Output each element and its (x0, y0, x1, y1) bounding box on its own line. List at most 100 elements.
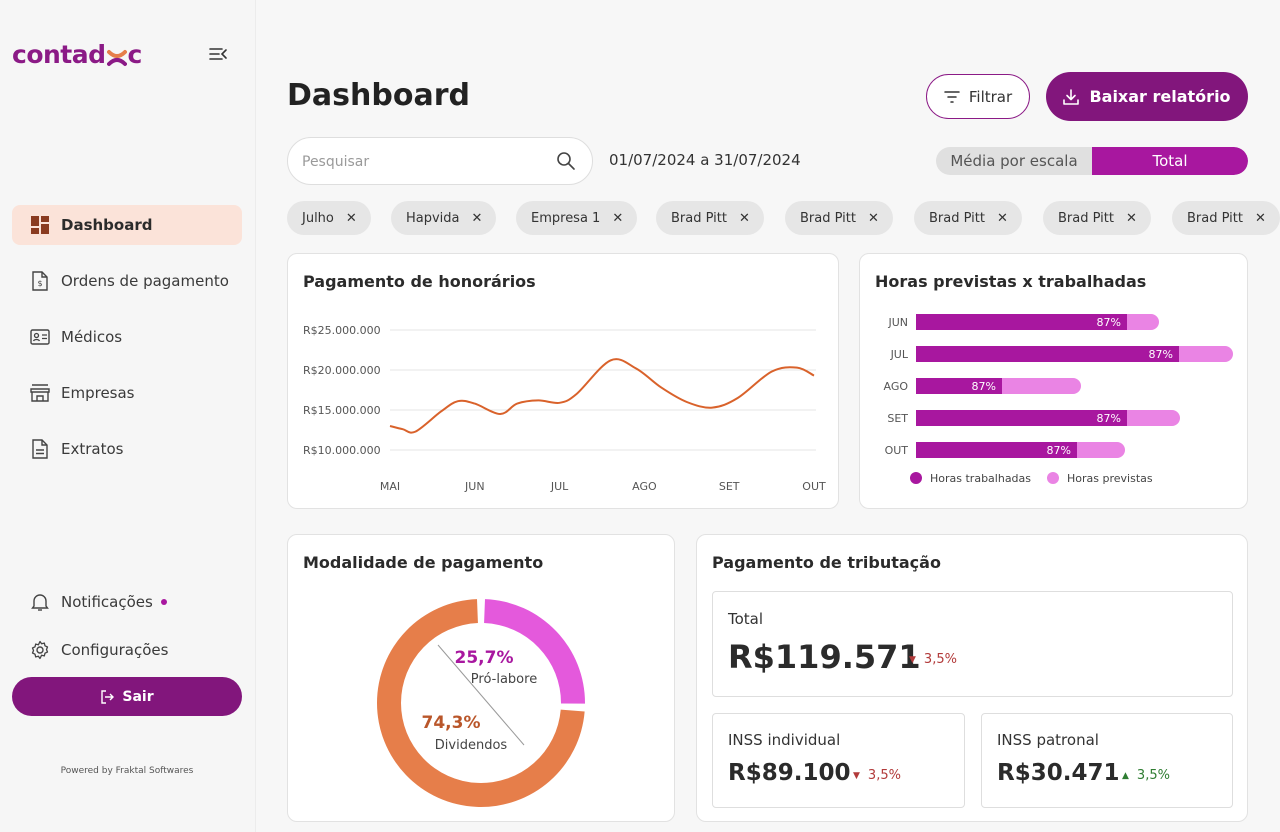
chip-label: Julho (302, 210, 334, 226)
divider-line (437, 644, 525, 746)
card-title: Pagamento de honorários (303, 272, 536, 291)
close-icon[interactable]: ✕ (867, 210, 879, 226)
bar-horas-trabalhadas (916, 410, 1127, 426)
card-title: Horas previstas x trabalhadas (875, 272, 1147, 291)
tax-total-value: R$119.571 (728, 638, 921, 676)
filter-chip[interactable]: Brad Pitt ✕ (1172, 201, 1280, 235)
download-label: Baixar relatório (1089, 87, 1231, 106)
close-icon[interactable]: ✕ (738, 210, 750, 226)
grid-icon (30, 215, 50, 235)
tax-total-label: Total (728, 610, 764, 628)
inss-patronal-label: INSS patronal (997, 731, 1099, 749)
category-label: SET (887, 412, 908, 425)
sidebar-item-extratos[interactable]: Extratos (12, 429, 242, 469)
inss-patronal-value: R$30.471 (997, 760, 1120, 786)
inss-individual-value: R$89.100 (728, 760, 851, 786)
legend-label: Horas trabalhadas (930, 472, 1031, 485)
id-card-icon (30, 327, 50, 347)
y-tick-label: R$10.000.000 (303, 444, 381, 457)
card-title: Pagamento de tributação (712, 553, 941, 572)
arrow-up-icon: ▲ (1122, 770, 1129, 781)
sidebar-item-dashboard[interactable]: Dashboard (12, 205, 242, 245)
close-icon[interactable]: ✕ (345, 210, 357, 226)
bottom-nav: Notificações Configurações (12, 582, 242, 678)
inss-patronal-card: INSS patronal R$30.471 ▲ 3,5% (981, 713, 1233, 808)
slice-value-label: 74,3% (422, 713, 481, 733)
search-box (287, 137, 593, 185)
close-icon[interactable]: ✕ (1125, 210, 1137, 226)
x-tick-label: SET (719, 480, 740, 493)
filter-chip[interactable]: Brad Pitt ✕ (785, 201, 893, 235)
sidebar-item-label: Médicos (61, 328, 123, 346)
filter-chip[interactable]: Brad Pitt ✕ (914, 201, 1022, 235)
date-range[interactable]: 01/07/2024 a 31/07/2024 (609, 151, 801, 169)
tax-total-card: Total R$119.571 ▼ 3,5% (712, 591, 1233, 697)
bar-horas-trabalhadas (916, 314, 1127, 330)
svg-text:$: $ (37, 279, 42, 288)
settings-button[interactable]: Configurações (12, 630, 242, 670)
sidebar-item-empresas[interactable]: Empresas (12, 373, 242, 413)
chip-label: Brad Pitt (800, 210, 856, 226)
arrow-down-icon: ▼ (909, 654, 916, 665)
x-tick-label: JUL (550, 480, 569, 493)
notifications-button[interactable]: Notificações (12, 582, 242, 622)
x-tick-label: AGO (632, 480, 657, 493)
search-input[interactable] (302, 151, 542, 173)
download-report-button[interactable]: Baixar relatório (1046, 72, 1248, 121)
delta-value: 3,5% (1136, 768, 1170, 783)
chip-label: Brad Pitt (1058, 210, 1114, 226)
toggle-total[interactable]: Total (1092, 147, 1248, 175)
y-tick-label: R$15.000.000 (303, 404, 381, 417)
card-title: Modalidade de pagamento (303, 553, 544, 572)
filter-chip[interactable]: Empresa 1 ✕ (516, 201, 638, 235)
logo-text-end: c (127, 40, 143, 69)
search-icon[interactable] (556, 151, 576, 175)
sidebar-item-label: Dashboard (61, 216, 153, 234)
logo-text: contad (12, 40, 106, 69)
sidebar-item-ordens-de-pagamento[interactable]: $ Ordens de pagamento (12, 261, 242, 301)
collapse-sidebar-icon[interactable] (208, 46, 232, 66)
chip-label: Brad Pitt (671, 210, 727, 226)
modality-donut-chart: 25,7% Pró-labore 74,3% Dividendos (377, 599, 585, 807)
bar-data-label: 87% (1097, 316, 1121, 329)
logo-mark-icon (106, 45, 127, 66)
filter-icon (944, 90, 960, 103)
inss-individual-card: INSS individual R$89.100 ▼ 3,5% (712, 713, 965, 808)
logout-button[interactable]: Sair (12, 677, 242, 716)
hours-bar-chart: JUN 87% JUL 87% AGO 87% SET 87% OUT 87% Horas trab… (883, 314, 1233, 485)
bar-horas-trabalhadas (916, 378, 1002, 394)
chip-label: Brad Pitt (1187, 210, 1243, 226)
close-icon[interactable]: ✕ (996, 210, 1008, 226)
y-tick-label: R$25.000.000 (303, 324, 381, 337)
filter-chip[interactable]: Hapvida ✕ (391, 201, 497, 235)
bar-data-label: 87% (1047, 444, 1071, 457)
powered-by: Powered by Fraktal Softwares (60, 766, 194, 776)
sidebar: contad c Dashboard $ Ordens de pagamento (0, 0, 256, 832)
slice-name-label: Pró-labore (471, 672, 537, 687)
sidebar-item-label: Ordens de pagamento (61, 272, 229, 290)
slice-value-label: 25,7% (455, 648, 514, 668)
series-line (389, 358, 815, 434)
filter-chip[interactable]: Brad Pitt ✕ (656, 201, 764, 235)
filter-button[interactable]: Filtrar (926, 74, 1030, 119)
inss-patronal-delta: ▲ 3,5% (1122, 768, 1170, 783)
filter-chip[interactable]: Julho ✕ (287, 201, 371, 235)
sidebar-item-medicos[interactable]: Médicos (12, 317, 242, 357)
bar-data-label: 87% (972, 380, 996, 393)
y-tick-label: R$20.000.000 (303, 364, 381, 377)
toggle-media-por-escala[interactable]: Média por escala (950, 152, 1078, 170)
category-label: OUT (885, 444, 909, 457)
arrow-down-icon: ▼ (853, 770, 860, 781)
close-icon[interactable]: ✕ (1254, 210, 1266, 226)
close-icon[interactable]: ✕ (471, 210, 483, 226)
delta-value: 3,5% (867, 768, 901, 783)
filter-chip[interactable]: Brad Pitt ✕ (1043, 201, 1151, 235)
bar-data-label: 87% (1149, 348, 1173, 361)
fees-payment-card: Pagamento de honorários R$25.000.000 R$20… (287, 253, 839, 509)
close-icon[interactable]: ✕ (612, 210, 624, 226)
logout-icon (101, 689, 115, 704)
gear-icon (30, 640, 50, 660)
tax-payment-card: Pagamento de tributação Total R$119.571 … (696, 534, 1248, 822)
slice-name-label: Dividendos (435, 738, 508, 753)
store-icon (30, 383, 50, 403)
